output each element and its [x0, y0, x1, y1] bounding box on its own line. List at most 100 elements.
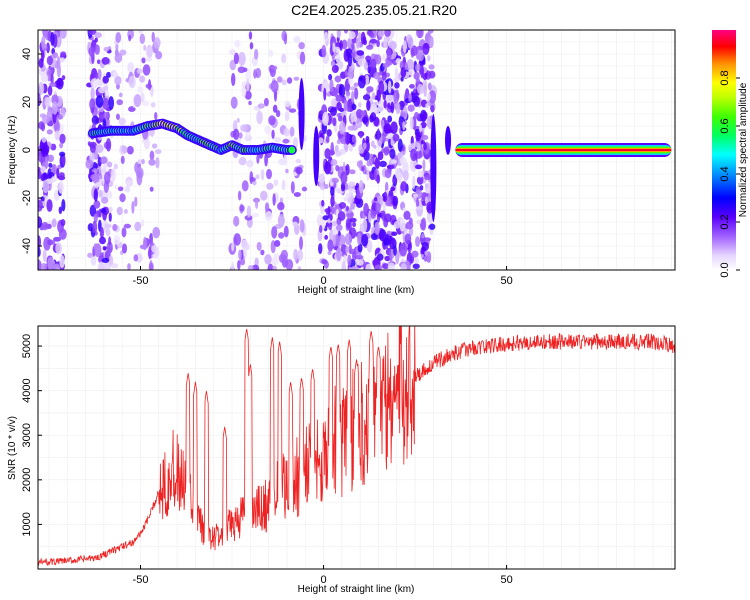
snr-frame	[37, 325, 676, 570]
noise-blob	[96, 59, 101, 65]
noise-blob	[264, 254, 272, 265]
noise-blob	[154, 111, 158, 121]
noise-blob	[229, 48, 236, 56]
noise-blob	[272, 265, 277, 270]
signal-streak	[298, 78, 305, 150]
noise-blob	[145, 83, 152, 89]
noise-blob	[369, 39, 378, 44]
noise-blob	[239, 259, 246, 266]
noise-blob	[351, 134, 356, 143]
noise-blob	[51, 164, 58, 175]
noise-blob	[50, 73, 54, 85]
noise-blob	[94, 44, 100, 55]
noise-blob	[359, 132, 363, 139]
noise-blob	[281, 53, 287, 64]
noise-blob	[51, 101, 58, 115]
noise-blob	[107, 190, 113, 199]
noise-blob	[146, 44, 153, 59]
noise-blob	[423, 142, 427, 151]
noise-blob	[90, 254, 97, 266]
noise-blob	[407, 37, 414, 49]
noise-blob	[332, 117, 337, 127]
noise-blob	[108, 206, 113, 213]
noise-blob	[268, 115, 276, 126]
noise-blob	[283, 225, 289, 238]
noise-blob	[272, 104, 278, 113]
snr-y-label: SNR (10 * v/v)	[7, 416, 18, 480]
noise-blob	[425, 182, 432, 194]
noise-blob	[330, 196, 335, 208]
noise-blob	[416, 83, 424, 95]
noise-blob	[415, 131, 421, 142]
noise-blob	[128, 75, 136, 89]
noise-blob	[59, 57, 66, 63]
noise-blob	[115, 113, 120, 120]
noise-blob	[90, 107, 95, 114]
noise-blob	[416, 150, 422, 159]
noise-blob	[278, 158, 287, 166]
noise-blob	[47, 85, 53, 96]
noise-blob	[105, 228, 111, 237]
noise-blob	[412, 175, 416, 190]
noise-blob	[384, 255, 391, 262]
noise-blob	[297, 249, 304, 261]
noise-blob	[152, 226, 161, 239]
noise-blob	[99, 236, 106, 245]
noise-blob	[350, 110, 358, 125]
noise-blob	[329, 79, 334, 92]
noise-blob	[277, 213, 285, 228]
noise-blob	[148, 262, 154, 270]
noise-blob	[338, 121, 346, 135]
noise-blob	[327, 149, 336, 156]
noise-blob	[347, 53, 353, 67]
noise-blob	[288, 108, 297, 113]
noise-blob	[100, 196, 109, 204]
noise-blob	[369, 58, 377, 69]
noise-blob	[421, 217, 427, 231]
noise-blob	[358, 180, 364, 194]
noise-blob	[97, 78, 104, 87]
noise-blob	[42, 249, 47, 262]
noise-blob	[343, 196, 348, 202]
noise-blob	[426, 92, 431, 101]
noise-blob	[324, 234, 329, 240]
noise-blob	[149, 186, 154, 192]
noise-blob	[254, 48, 259, 60]
noise-blob	[299, 236, 304, 251]
noise-blob	[409, 116, 414, 130]
noise-blob	[239, 204, 245, 212]
noise-blob	[231, 241, 235, 252]
noise-blob	[388, 40, 397, 51]
noise-blob	[88, 30, 97, 35]
noise-blob	[255, 174, 260, 180]
noise-blob	[343, 30, 349, 34]
noise-blob	[106, 71, 112, 78]
noise-blob	[266, 182, 274, 190]
noise-blob	[283, 33, 288, 45]
colorbar: 0.0 0.2 0.4 0.6 0.8 Normalized spectral ampl…	[712, 30, 749, 278]
noise-blob	[366, 86, 374, 93]
snr-x-label: Height of straight line (km)	[298, 584, 415, 595]
snr-x-ticks: -50 0 50	[133, 565, 513, 586]
noise-blob	[383, 37, 388, 49]
noise-blob	[43, 44, 48, 49]
noise-blob	[328, 223, 333, 231]
x-tick-label: 50	[500, 574, 512, 586]
noise-blob	[246, 205, 252, 218]
noise-blob	[384, 245, 389, 250]
colorbar-gradient	[712, 30, 736, 270]
noise-blob	[139, 75, 146, 83]
noise-blob	[115, 31, 122, 44]
noise-blob	[60, 107, 66, 118]
noise-blob	[38, 82, 45, 95]
noise-blob	[101, 56, 110, 65]
noise-blob	[42, 179, 50, 194]
noise-blob	[264, 152, 268, 167]
noise-blob	[248, 100, 252, 106]
noise-blob	[344, 182, 349, 191]
noise-blob	[127, 263, 131, 270]
noise-blob	[374, 168, 378, 181]
noise-blob	[376, 128, 380, 141]
noise-blob	[337, 115, 343, 122]
